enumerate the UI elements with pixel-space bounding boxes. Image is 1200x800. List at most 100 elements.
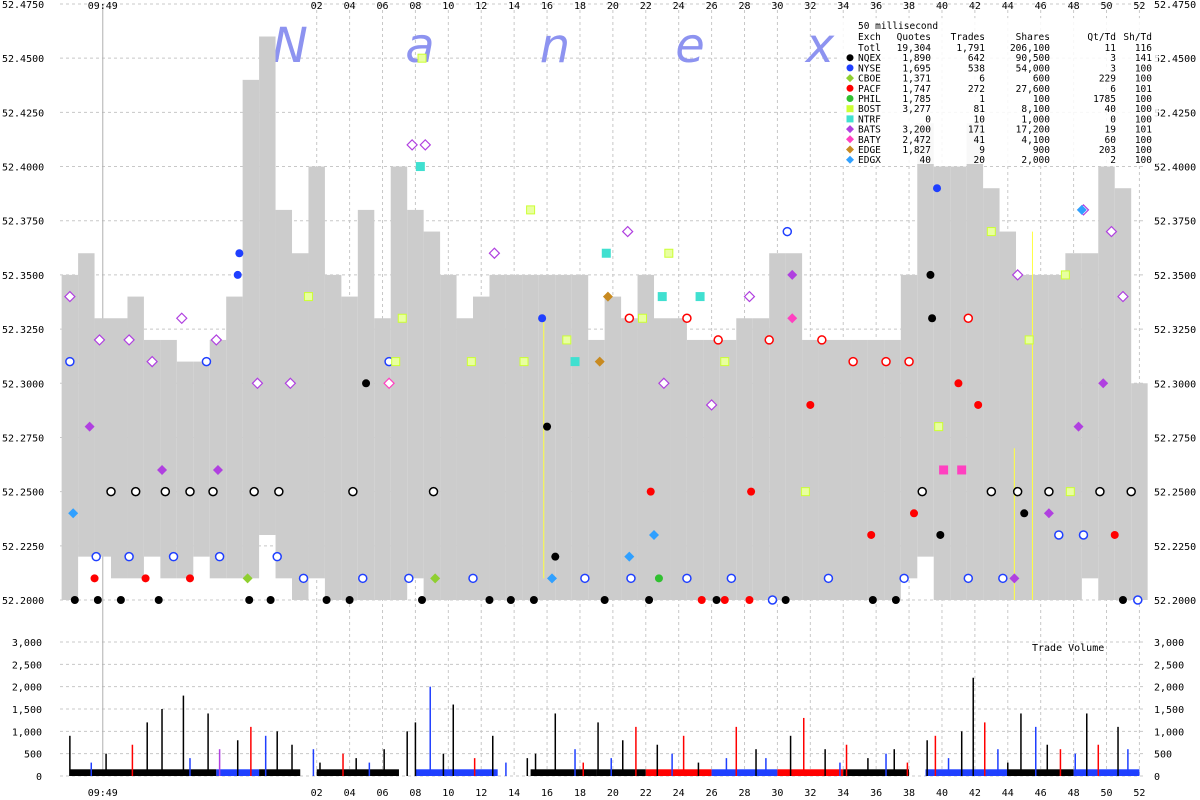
legend-background [838, 18, 1158, 164]
legend-cell: 19 [1105, 125, 1117, 136]
legend-cell: 90,500 [1016, 53, 1051, 64]
quote-nqex [1126, 486, 1136, 497]
quote-pacf [720, 596, 729, 604]
range-bar [637, 274, 655, 600]
legend-cell: 206,100 [1010, 43, 1050, 54]
quote-bats [1009, 573, 1020, 584]
legend-cell: NYSE [858, 63, 881, 74]
time-tick-top: 24 [673, 1, 685, 12]
legend-cell: 101 [1135, 84, 1152, 95]
volume-bar [972, 677, 974, 776]
price-tick-right: 52.2500 [1154, 488, 1196, 499]
price-tick-right: 52.4250 [1154, 108, 1196, 119]
quote-nqex [93, 596, 102, 604]
time-tick-top: 26 [706, 1, 718, 12]
quote-nyse [682, 573, 692, 584]
time-tick-top: 04 [344, 1, 356, 12]
time-tick-top: 16 [541, 1, 553, 12]
volume-bar [161, 709, 163, 776]
range-bar [686, 339, 704, 600]
range-bar [390, 166, 408, 600]
quote-bats [212, 464, 223, 475]
range-bar [802, 339, 819, 600]
legend-cell: PACF [858, 84, 881, 95]
quote-nqex [645, 596, 654, 604]
quote-nqex [348, 486, 358, 497]
legend-cell: 1,747 [902, 84, 931, 95]
quote-pacf [646, 487, 655, 496]
range-bar [917, 123, 934, 557]
price-tick-right: 52.3500 [1154, 271, 1196, 282]
time-tick-bottom: 36 [870, 788, 882, 799]
quote-nqex [362, 379, 371, 388]
volume-bar [355, 758, 357, 776]
quote-nqex [781, 596, 790, 604]
range-bar [505, 274, 523, 600]
volume-bar [755, 749, 757, 776]
legend-marker [846, 125, 854, 134]
quote-nqex [1020, 509, 1029, 518]
quote-points [64, 53, 1143, 605]
legend-cell: 600 [1033, 74, 1050, 85]
volume-bar [1086, 713, 1088, 776]
range-bar [423, 231, 441, 600]
legend-cell: 642 [968, 53, 985, 64]
time-tick-bottom: 46 [1035, 788, 1047, 799]
range-bar [752, 318, 770, 600]
volume-bar [697, 762, 700, 776]
volume-bar [207, 713, 209, 776]
range-bar [357, 209, 375, 600]
quote-edge [594, 356, 605, 367]
volume-bar [473, 758, 476, 776]
quote-ntrf [415, 162, 425, 172]
quote-pacf [881, 356, 891, 367]
range-bar [456, 318, 474, 600]
range-bar [900, 274, 918, 579]
volume-baseline [777, 769, 844, 776]
volume-bar [131, 744, 134, 776]
time-tick-top: 08 [409, 1, 421, 12]
legend-cell: 1785 [1093, 94, 1116, 105]
price-tick-right: 52.3750 [1154, 217, 1196, 228]
legend-header: Qt/Td [1087, 32, 1116, 43]
legend-marker [846, 84, 854, 92]
volume-bar [1046, 744, 1049, 776]
time-tick-top: 32 [804, 1, 816, 12]
quote-nqex [245, 596, 254, 604]
volume-baseline [1073, 769, 1140, 776]
legend-cell: 9 [979, 145, 985, 156]
legend-cell: 100 [1135, 63, 1152, 74]
legend-cell: 538 [968, 63, 985, 74]
quote-nqex [1118, 596, 1127, 604]
range-bar [127, 296, 144, 579]
quote-bost [303, 292, 313, 302]
volume-bar [69, 735, 71, 776]
legend-cell: 41 [974, 135, 986, 146]
volume-tick-right: 2,000 [1154, 683, 1184, 694]
volume-bar [182, 695, 185, 776]
time-tick-top: 38 [903, 1, 915, 12]
range-bar [275, 209, 293, 579]
quote-bats [1073, 421, 1084, 432]
volume-bar [218, 749, 221, 776]
range-bar [621, 318, 638, 600]
time-tick-top: 36 [870, 1, 882, 12]
legend-cell: 4,100 [1021, 135, 1050, 146]
time-tick-bottom: 52 [1133, 788, 1145, 799]
price-tick-left: 52.4750 [2, 0, 44, 11]
legend-header: Quotes [897, 32, 931, 43]
volume-bar [554, 713, 557, 776]
quote-nqex [70, 596, 79, 604]
price-tick-left: 52.4250 [2, 108, 44, 119]
quote-nqex [712, 596, 721, 604]
quote-nyse [626, 573, 636, 584]
legend-cell: 100 [1135, 94, 1152, 105]
time-tick-bottom: 18 [574, 788, 586, 799]
quote-nqex [266, 596, 275, 604]
watermark-letter: e [675, 18, 705, 74]
volume-tick-right: 500 [1154, 750, 1172, 761]
quote-bats [93, 334, 106, 346]
time-tick-bottom: 50 [1100, 788, 1112, 799]
range-bar [94, 318, 112, 557]
